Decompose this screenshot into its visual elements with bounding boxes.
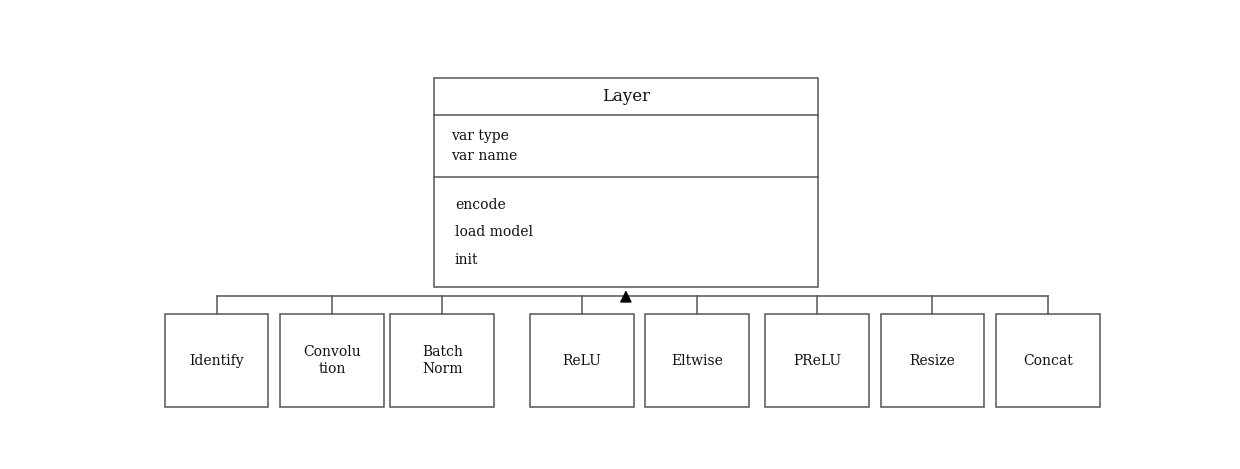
Bar — [996, 315, 1100, 407]
Text: Layer: Layer — [601, 88, 650, 105]
Text: var name: var name — [451, 150, 517, 164]
Text: Eltwise: Eltwise — [671, 354, 723, 368]
Text: encode: encode — [455, 198, 506, 212]
Text: Identify: Identify — [190, 354, 244, 368]
Bar — [391, 315, 495, 407]
Bar — [165, 315, 268, 407]
Bar — [434, 78, 818, 287]
Text: ReLU: ReLU — [562, 354, 601, 368]
Text: Resize: Resize — [910, 354, 955, 368]
Bar — [645, 315, 749, 407]
Bar — [880, 315, 985, 407]
Text: PReLU: PReLU — [794, 354, 841, 368]
Bar — [280, 315, 383, 407]
Text: load model: load model — [455, 226, 533, 239]
Text: init: init — [455, 253, 479, 267]
Text: var type: var type — [451, 129, 508, 143]
Bar — [529, 315, 634, 407]
Bar — [765, 315, 869, 407]
Text: Concat: Concat — [1023, 354, 1073, 368]
Text: Batch
Norm: Batch Norm — [422, 345, 463, 376]
Text: Convolu
tion: Convolu tion — [303, 345, 361, 376]
